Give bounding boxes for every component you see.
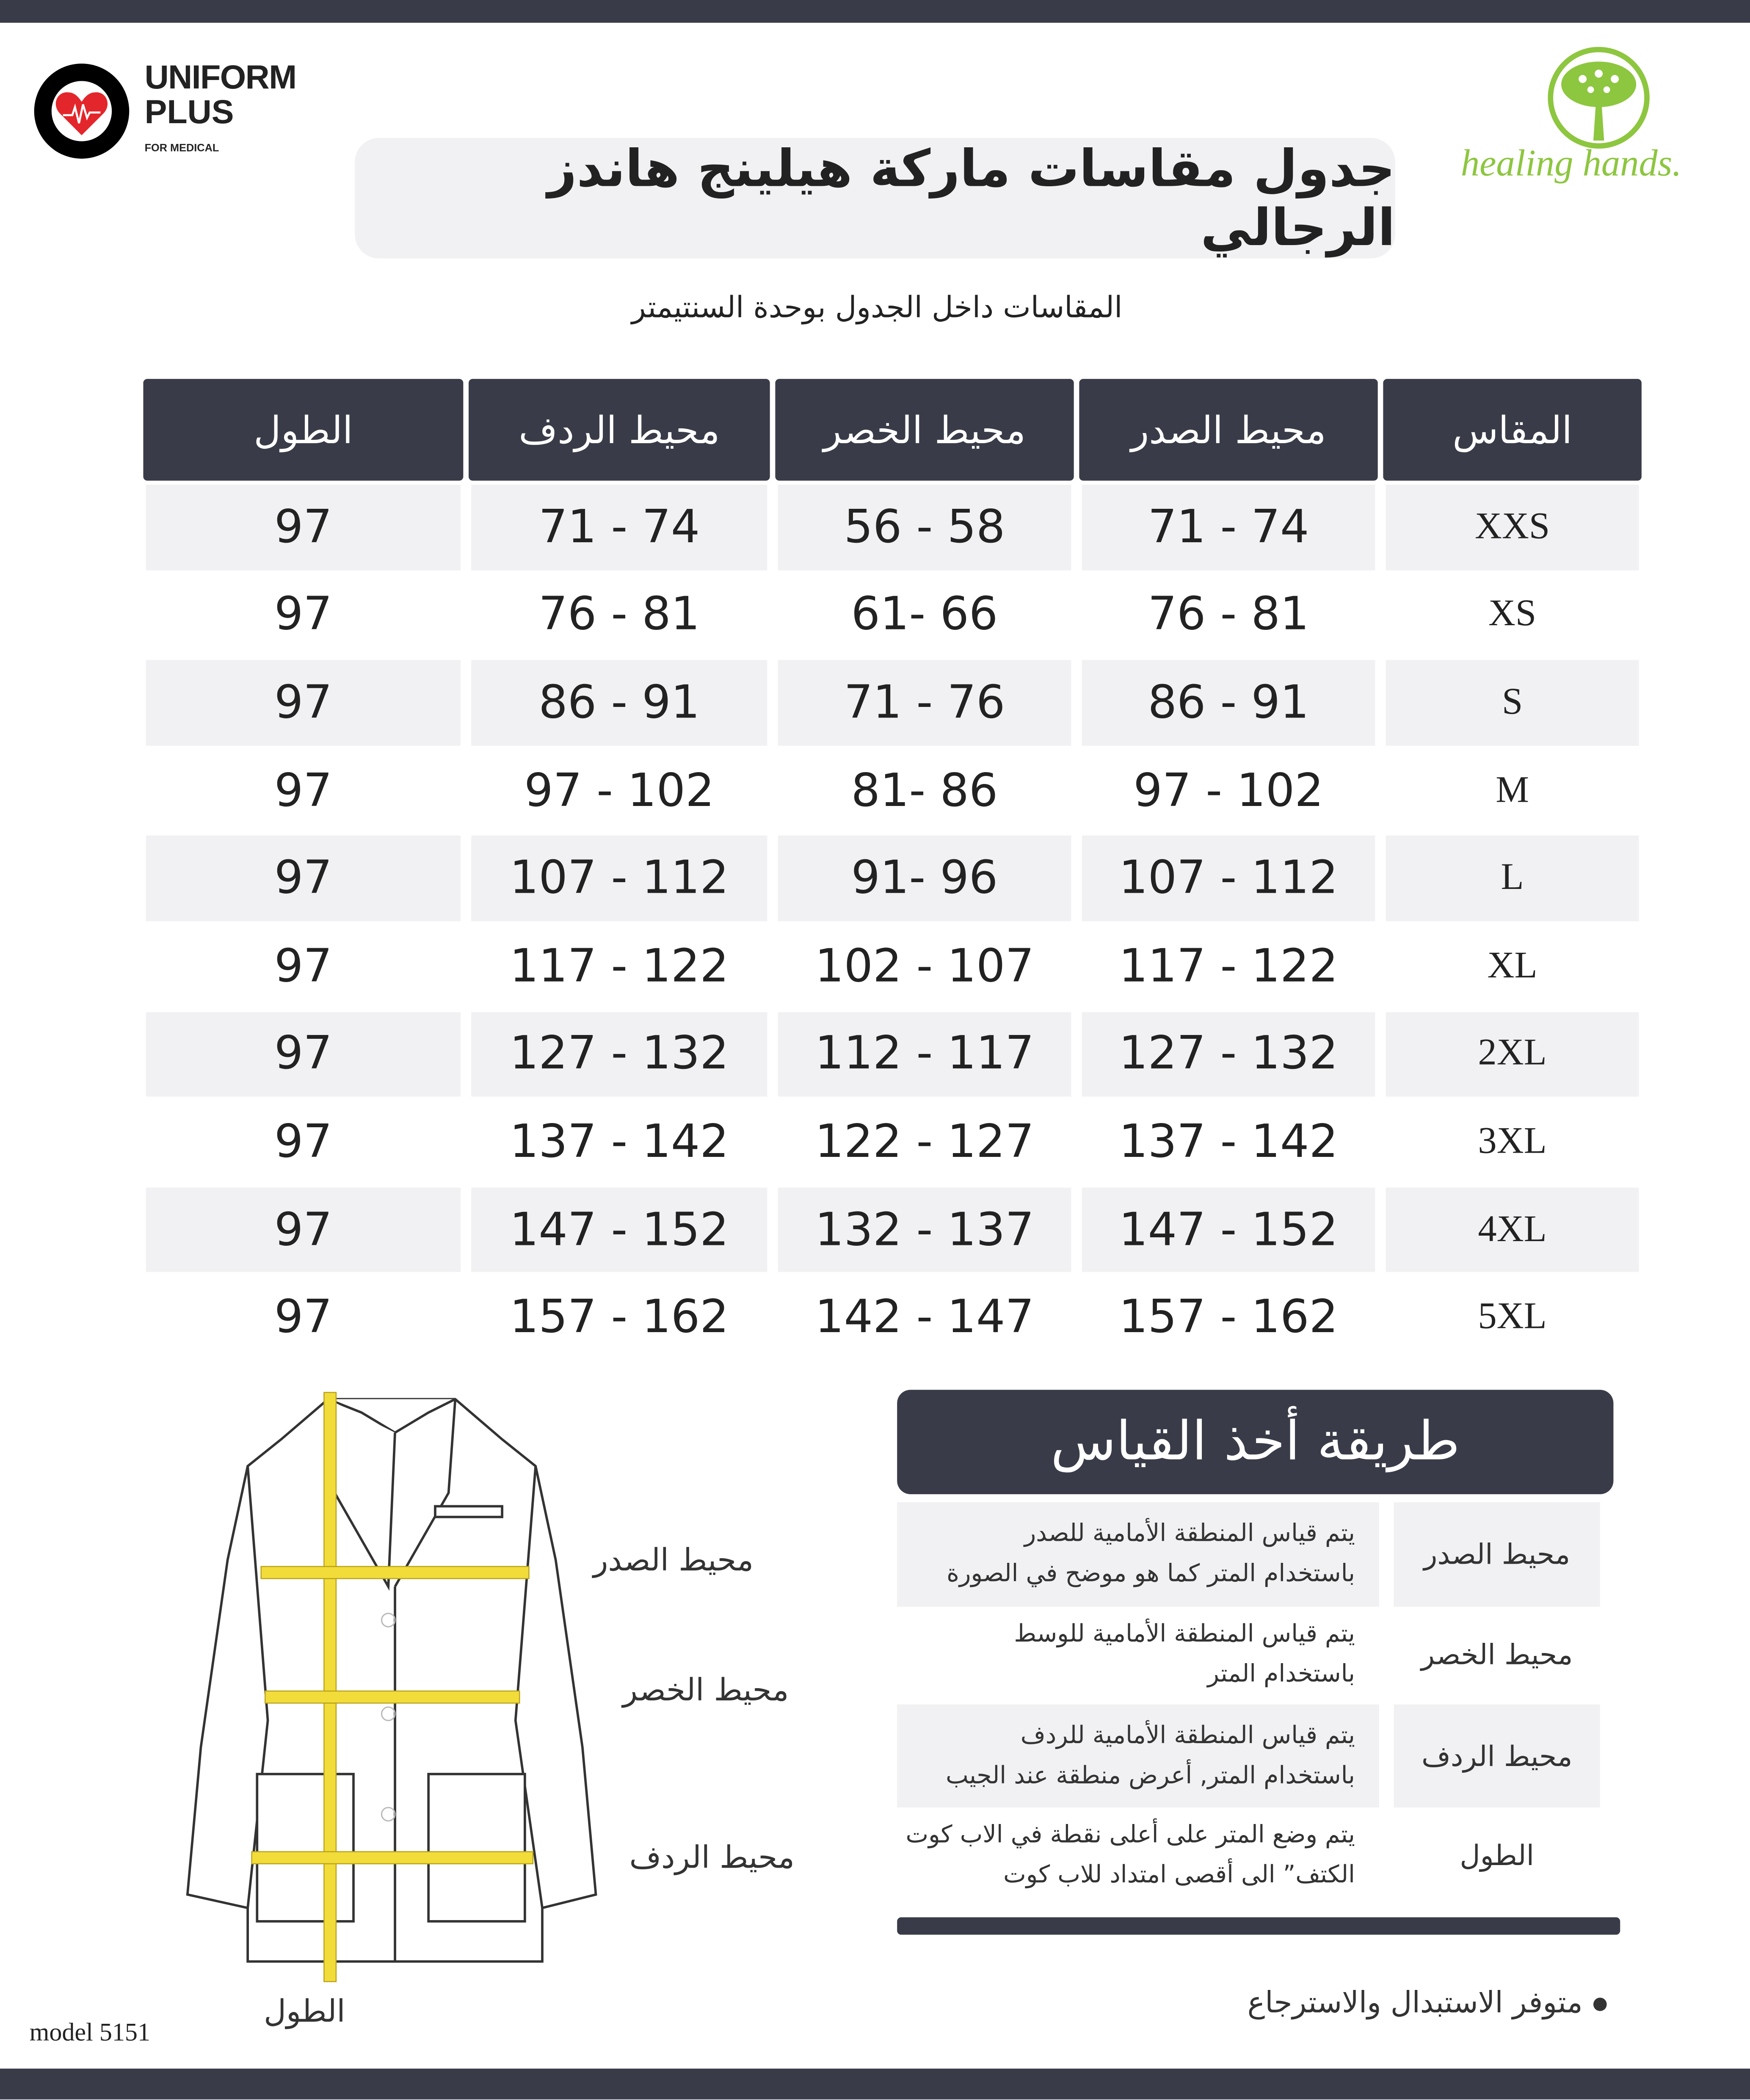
tree-icon [1548,47,1650,149]
size-cell: 5XL [1478,1296,1547,1338]
measurement-cell: 97 [146,1187,461,1273]
healing-hands-logo: healing hands. [1453,47,1741,194]
measurement-cell: 137 - 142 [510,1115,729,1169]
column-header: محيط الخصر [775,379,1074,481]
size-cell: S [1386,660,1639,746]
measurement-cell: 147 - 152 [1082,1187,1375,1273]
measurement-cell: 76 - 81 [1148,588,1309,642]
column-header: محيط الردف [469,379,770,481]
size-cell: 2XL [1386,1011,1639,1097]
how-to-description: يتم وضع المتر على أعلى نقطة في الاب كوت ا… [897,1807,1379,1904]
measurement-cell: 71 - 74 [471,485,767,570]
how-to-label: محيط الصدر [1394,1502,1600,1607]
model-number: model 5151 [29,2019,151,2048]
healing-hands-wordmark: healing hands. [1460,143,1682,185]
exchange-note-text: متوفر الاستبدال والاسترجاع [1247,1987,1583,2020]
measurement-cell: 107 - 112 [1082,836,1375,922]
measurement-cell: 112 - 117 [778,1011,1071,1097]
measurement-cell: 97 - 102 [1133,764,1324,818]
measurement-cell: 91- 96 [778,836,1071,922]
column-header: المقاس [1383,379,1642,481]
how-to-label: محيط الردف [1394,1704,1600,1808]
size-cell: M [1496,769,1529,811]
measurement-cell: 137 - 142 [1119,1115,1338,1169]
measurement-cell: 97 [146,485,461,570]
measurement-cell: 71 - 74 [1082,485,1375,570]
how-to-divider [897,1917,1620,1935]
measurement-cell: 86 - 91 [471,660,767,746]
size-cell: L [1386,836,1639,922]
measurement-cell: 127 - 132 [1082,1011,1375,1097]
how-to-description: يتم قياس المنطقة الأمامية للوسط باستخدام … [897,1607,1379,1703]
top-bar [0,0,1750,23]
size-cell: 4XL [1386,1187,1639,1273]
bullet-icon [1593,1997,1607,2011]
size-cell: XXS [1386,485,1639,570]
measurement-cell: 97 [274,764,332,818]
brand-tagline: FOR MEDICAL [144,142,219,154]
description-line: باستخدام المتر, أعرض منطقة عند الجيب [946,1761,1355,1790]
jacket-label-hip: محيط الردف [629,1841,795,1876]
measurement-cell: 127 - 132 [471,1011,767,1097]
description-line: باستخدام المتر [1207,1660,1355,1689]
description-line: يتم قياس المنطقة الأمامية للوسط [1014,1620,1355,1648]
how-to-description: يتم قياس المنطقة الأمامية للصدر باستخدام … [897,1502,1379,1607]
size-cell: XL [1487,945,1537,987]
exchange-note: متوفر الاستبدال والاسترجاع [1205,1987,1607,2020]
column-header: الطول [143,379,464,481]
heart-pulse-icon [34,63,130,159]
measurement-cell: 61- 66 [851,588,998,642]
measurement-cell: 122 - 127 [815,1115,1034,1169]
brand-name-line1: UNIFORM [144,59,297,97]
measurement-cell: 157 - 162 [1119,1291,1338,1345]
description-line: الكتف” الى أقصى امتداد للاب كوت [1003,1861,1355,1889]
measurement-cell: 142 - 147 [815,1291,1034,1345]
lab-coat-illustration [186,1392,597,1982]
measurement-cell: 56 - 58 [778,485,1071,570]
measurement-cell: 117 - 122 [510,939,729,993]
column-header: محيط الصدر [1079,379,1378,481]
description-line: يتم قياس المنطقة الأمامية للردف [1020,1721,1355,1750]
measuring-tapes [251,1392,534,1982]
jacket-label-waist: محيط الخصر [622,1673,789,1708]
measurement-cell: 102 - 107 [815,939,1034,993]
how-to-measure-title: طريقة أخذ القياس [897,1390,1614,1494]
how-to-label: محيط الخصر [1421,1639,1573,1671]
measurement-cell: 97 [146,836,461,922]
measurement-cell: 81- 86 [851,764,998,818]
units-subtitle: المقاسات داخل الجدول بوحدة السنتيمتر [632,292,1123,326]
measurement-cell: 97 [146,660,461,746]
measurement-cell: 97 [274,1291,332,1345]
measurement-cell: 107 - 112 [471,836,767,922]
how-to-label: الطول [1460,1839,1535,1872]
measurement-cell: 71 - 76 [778,660,1071,746]
page-title: جدول مقاسات ماركة هيلينج هاندز الرجالي [355,138,1395,259]
description-line: باستخدام المتر كما هو موضح في الصورة [947,1559,1355,1588]
measurement-cell: 97 - 102 [524,764,715,818]
description-line: يتم قياس المنطقة الأمامية للصدر [1024,1520,1355,1548]
measurement-cell: 86 - 91 [1082,660,1375,746]
description-line: يتم وضع المتر على أعلى نقطة في الاب كوت [905,1821,1355,1849]
measurement-cell: 97 [274,939,332,993]
brand-name-line2: PLUS [144,94,234,131]
measurement-cell: 147 - 152 [471,1187,767,1273]
measurement-cell: 97 [274,1115,332,1169]
measurement-cell: 97 [274,588,332,642]
measurement-cell: 157 - 162 [510,1291,729,1345]
jacket-label-chest: محيط الصدر [593,1543,754,1579]
uniform-plus-logo: UNIFORM PLUS FOR MEDICAL [33,60,328,167]
size-cell: 3XL [1478,1120,1547,1162]
size-cell: XS [1488,593,1537,635]
bottom-bar [0,2068,1750,2100]
jacket-label-length: الطول [264,1995,345,2030]
measurement-cell: 97 [146,1011,461,1097]
measurement-cell: 76 - 81 [538,588,700,642]
how-to-description: يتم قياس المنطقة الأمامية للردف باستخدام … [897,1704,1379,1808]
measurement-cell: 117 - 122 [1119,939,1338,993]
measurement-cell: 132 - 137 [778,1187,1071,1273]
